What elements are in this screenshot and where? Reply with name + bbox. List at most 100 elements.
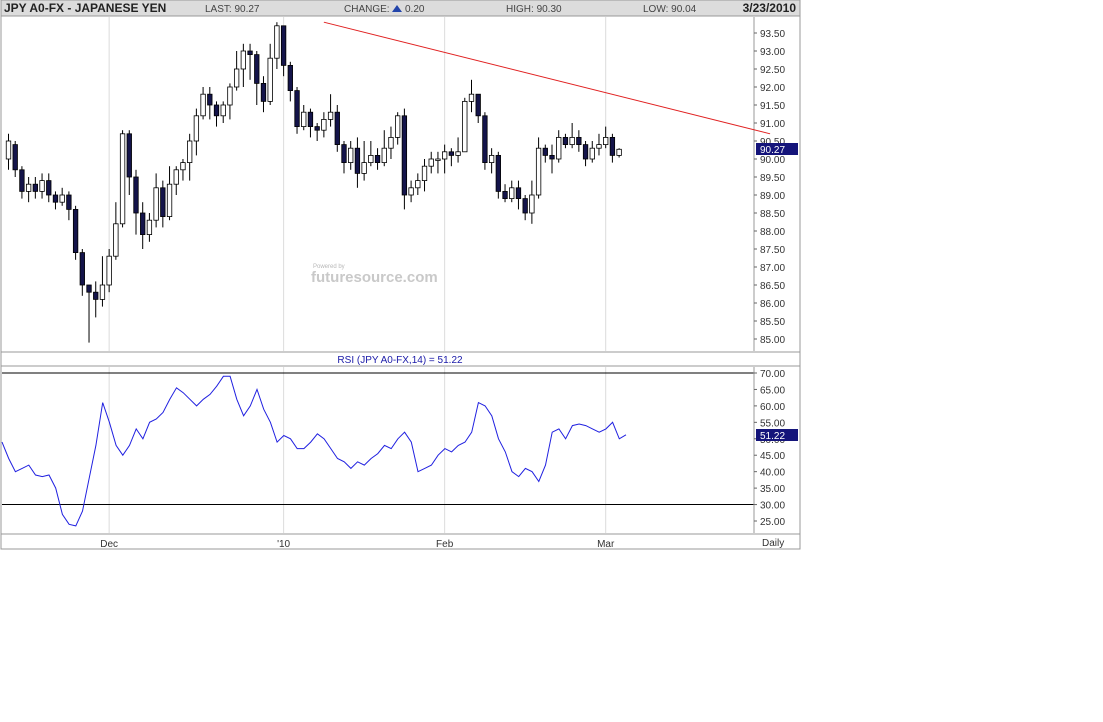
rsi-tick-label: 30.00 (760, 501, 785, 512)
date-tick-label: Mar (597, 539, 615, 550)
candle-body-up (415, 180, 421, 189)
date-axis: Dec '10 Feb Mar (100, 539, 615, 550)
price-tick-label: 87.00 (760, 263, 785, 274)
candle-body-up (428, 158, 434, 167)
candle-body-up (509, 187, 515, 200)
candle (562, 133, 569, 149)
candle-body-up (39, 180, 45, 192)
rsi-tag-bg (756, 429, 798, 441)
candle-body-up (556, 136, 562, 160)
candle (59, 187, 65, 206)
candle-body-down (448, 151, 455, 156)
candle (5, 133, 12, 170)
candle (509, 180, 515, 203)
candle-body-up (408, 187, 414, 196)
candle (582, 141, 589, 167)
watermark-brand: futuresource.com (311, 269, 438, 286)
candle-body-up (381, 147, 387, 163)
candle-body-up (119, 133, 126, 225)
change-label: CHANGE: (344, 4, 390, 15)
quote-date: 3/23/2010 (743, 1, 797, 15)
candle-body-down (46, 180, 52, 196)
candle-body-up (327, 111, 334, 120)
candle (542, 144, 548, 163)
price-tick-label: 91.00 (760, 119, 785, 130)
price-tick-label: 85.50 (760, 317, 785, 328)
date-tick-label: '10 (277, 539, 290, 550)
rsi-tick-label: 65.00 (760, 385, 785, 396)
candle (274, 22, 280, 69)
candle-body-down (52, 194, 59, 203)
candle-body-up (569, 136, 575, 145)
candle (455, 137, 461, 163)
date-axis-strip (0, 533, 801, 550)
candlestick-series (5, 22, 622, 343)
rsi-tick-label: 35.00 (760, 484, 785, 495)
candle-body-down (482, 115, 488, 164)
low-label: LOW: 90.04 (643, 4, 697, 15)
rsi-tick-label: 45.00 (760, 451, 785, 462)
candle (301, 105, 307, 131)
candle-body-down (341, 144, 347, 164)
candle (435, 151, 441, 174)
candle (220, 101, 226, 123)
candle-body-down (126, 133, 132, 178)
candle-body-up (603, 136, 609, 145)
candle (361, 141, 367, 181)
candle (482, 112, 488, 170)
candle (609, 133, 616, 163)
candle (589, 141, 595, 163)
candle (213, 101, 220, 127)
candle-body-up (187, 140, 193, 164)
candle-body-up (233, 68, 240, 88)
candle-body-up (240, 50, 247, 70)
candle (348, 141, 354, 170)
rsi-panel (0, 365, 801, 535)
rsi-tick-label: 40.00 (760, 468, 785, 479)
candle (334, 105, 340, 152)
candle-body-down (72, 208, 79, 253)
candle (153, 173, 159, 228)
candle (603, 126, 609, 149)
candle-body-down (314, 126, 320, 131)
candle-body-down (609, 136, 616, 156)
candle-body-up (468, 93, 475, 102)
price-tick-label: 86.00 (760, 299, 785, 310)
candle (341, 141, 347, 174)
candle (140, 202, 146, 249)
candle-body-down (287, 65, 293, 92)
candle (32, 177, 38, 199)
candle (408, 180, 414, 203)
price-tick-label: 90.50 (760, 137, 785, 148)
candle (307, 108, 314, 138)
candle-body-up (267, 57, 273, 102)
candle-body-down (12, 144, 18, 171)
candle (12, 141, 18, 177)
candle (200, 87, 206, 120)
change-value: 0.20 (405, 4, 425, 15)
candle-body-down (582, 144, 589, 160)
rsi-tick-label: 25.00 (760, 517, 785, 528)
price-tick-label: 93.00 (760, 47, 785, 58)
candle-body-up (5, 140, 12, 160)
candle (535, 137, 542, 199)
rsi-line (1, 375, 627, 527)
candle-body-down (294, 90, 300, 127)
candle-body-up (99, 284, 106, 300)
symbol-title: JPY A0-FX - JAPANESE YEN (4, 1, 166, 15)
candle (180, 159, 186, 181)
candle (46, 173, 52, 203)
up-arrow-icon (392, 5, 402, 12)
candle-body-down (562, 136, 569, 145)
candle (113, 202, 119, 260)
candle-body-down (502, 190, 508, 199)
candle (79, 249, 85, 296)
candle-body-up (488, 154, 495, 163)
candle (515, 180, 522, 210)
candle (441, 144, 448, 174)
candle-body-down (515, 187, 522, 200)
candle (66, 191, 72, 221)
candle (233, 51, 240, 91)
rsi-tag-text: 51.22 (760, 431, 785, 442)
candle (193, 108, 200, 156)
